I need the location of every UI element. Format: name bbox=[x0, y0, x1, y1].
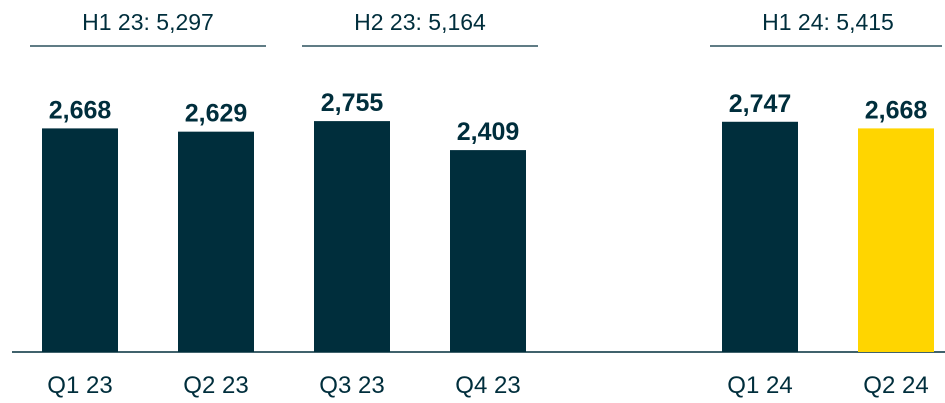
value-label: 2,668 bbox=[49, 96, 112, 124]
bar bbox=[42, 128, 118, 352]
group-total: H1 24: 5,415 bbox=[762, 9, 894, 35]
x-tick-label: Q3 23 bbox=[319, 372, 384, 399]
group-total: H2 23: 5,164 bbox=[354, 9, 486, 35]
bar bbox=[178, 131, 254, 352]
bar bbox=[722, 121, 798, 352]
value-label: 2,409 bbox=[457, 118, 520, 146]
x-tick-label: Q1 23 bbox=[47, 372, 112, 399]
bar bbox=[314, 121, 390, 352]
x-tick-label: Q2 23 bbox=[183, 372, 248, 399]
bar bbox=[450, 150, 526, 352]
value-label: 2,629 bbox=[185, 100, 248, 128]
value-label: 2,747 bbox=[729, 90, 792, 118]
x-tick-label: Q1 24 bbox=[727, 372, 792, 399]
x-tick-label: Q2 24 bbox=[863, 372, 928, 399]
bar bbox=[858, 128, 934, 352]
value-label: 2,755 bbox=[321, 89, 384, 117]
group-total: H1 23: 5,297 bbox=[82, 9, 214, 35]
value-label: 2,668 bbox=[865, 96, 928, 124]
x-tick-label: Q4 23 bbox=[455, 372, 520, 399]
